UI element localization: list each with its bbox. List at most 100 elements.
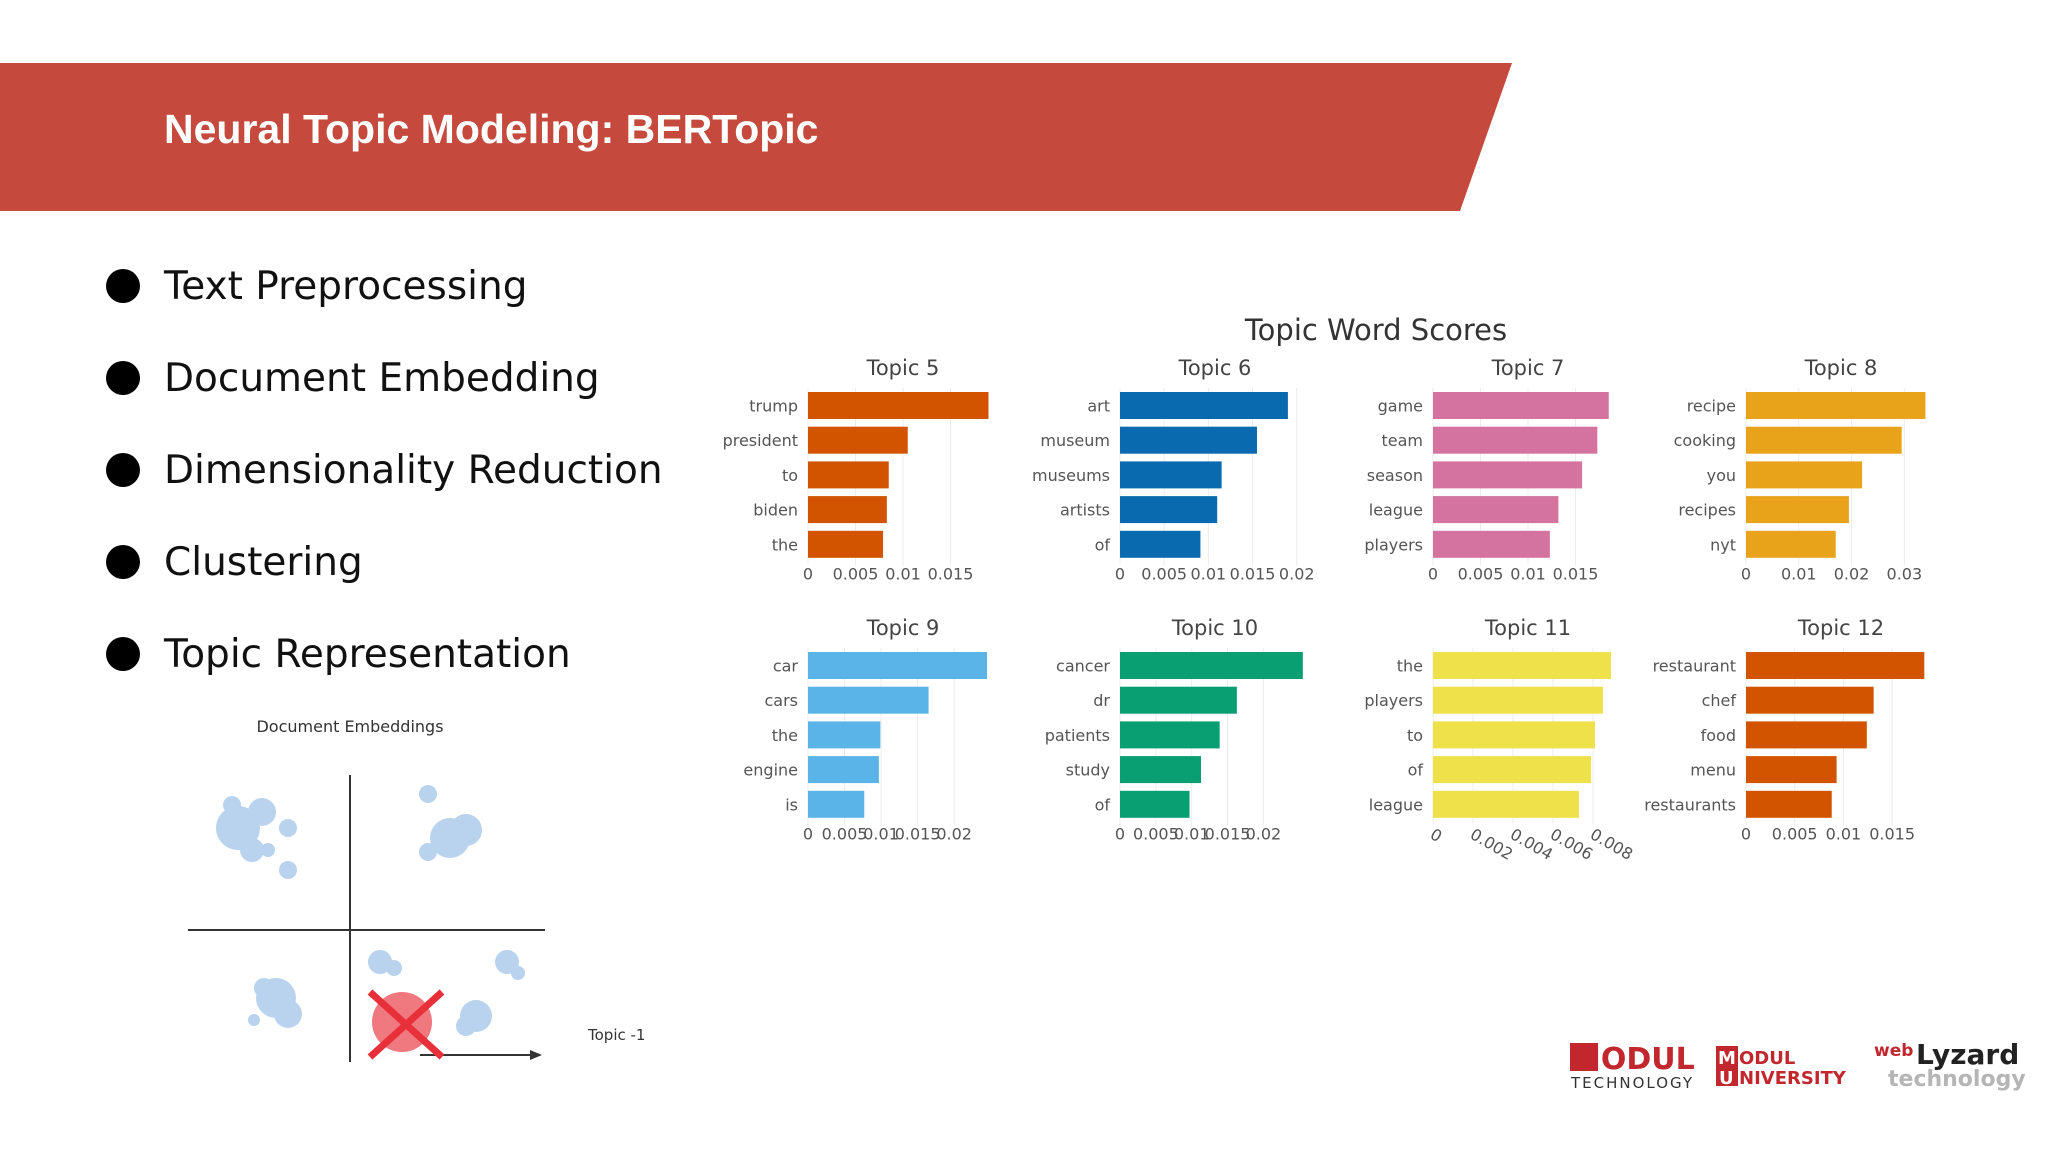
tick-label: 0.015 [1553, 565, 1599, 584]
tick-label: 0 [1427, 825, 1445, 847]
embedding-cluster [248, 978, 302, 1028]
tick-label: 0 [1115, 825, 1125, 844]
bar [808, 530, 884, 558]
category-label: nyt [1710, 535, 1736, 554]
category-label: patients [1045, 726, 1110, 745]
tick-label: 0.01 [1510, 565, 1546, 584]
category-label: you [1707, 466, 1736, 485]
category-label: food [1701, 726, 1736, 745]
bar [1120, 496, 1218, 524]
category-label: cars [764, 691, 798, 710]
bullet-text: Topic Representation [164, 631, 571, 677]
arrow-head-icon [530, 1050, 542, 1060]
category-label: to [1407, 726, 1423, 745]
tick-label: 0.02 [936, 825, 972, 844]
logo-modul-technology: MODUL TECHNOLOGY [1570, 1042, 1695, 1092]
bar [1746, 426, 1902, 454]
category-label: biden [753, 501, 798, 520]
bar [1433, 426, 1598, 454]
panel-title: Topic 7 [1491, 356, 1565, 380]
panel-title: Topic 6 [1178, 356, 1252, 380]
category-label: of [1095, 795, 1111, 814]
bar [1120, 721, 1220, 749]
tick-label: 0 [1428, 565, 1438, 584]
bar [1120, 530, 1201, 558]
modul-uni-sub: NIVERSITY [1739, 1068, 1847, 1089]
bullet-dot-icon [106, 545, 140, 579]
bar [1746, 461, 1863, 489]
tick-label: 0.02 [1246, 825, 1282, 844]
bar [808, 496, 887, 524]
panel-title: Topic 5 [866, 356, 940, 380]
category-label: the [772, 535, 798, 554]
tick-label: 0.015 [895, 825, 941, 844]
bar [1120, 686, 1237, 714]
category-label: is [785, 795, 798, 814]
bar [1120, 790, 1190, 818]
modul-uni-u: U [1719, 1068, 1734, 1089]
embedding-cluster [216, 796, 297, 879]
modul-tech-word: MODUL [1571, 1042, 1695, 1077]
tick-label: 0.01 [1174, 825, 1210, 844]
tick-label: 0.005 [1772, 825, 1818, 844]
tick-label: 0 [803, 825, 813, 844]
modul-uni-m: M [1718, 1048, 1736, 1069]
embedding-cluster [419, 785, 482, 861]
logo-modul-university: M U ODUL NIVERSITY [1716, 1046, 1847, 1089]
title-banner [0, 63, 1512, 211]
bar [808, 756, 879, 784]
tick-label: 0.006 [1547, 825, 1596, 864]
outlier-cross-icon [367, 989, 445, 1060]
category-label: cooking [1674, 431, 1736, 450]
tick-label: 0.03 [1887, 565, 1923, 584]
bullet-item: Document Embedding [106, 332, 663, 424]
bar [1746, 790, 1832, 818]
category-label: trump [749, 397, 798, 416]
tick-label: 0.015 [928, 565, 974, 584]
category-label: artists [1060, 501, 1110, 520]
bullet-item: Clustering [106, 516, 663, 608]
tick-label: 0.004 [1507, 825, 1556, 864]
tick-label: 0.005 [1141, 565, 1187, 584]
bullet-dot-icon [106, 361, 140, 395]
modul-uni-word: ODUL [1739, 1048, 1795, 1069]
tick-label: 0.02 [1834, 565, 1870, 584]
category-label: recipes [1678, 501, 1736, 520]
category-label: to [782, 466, 798, 485]
bar [1746, 721, 1867, 749]
tick-label: 0.005 [822, 825, 868, 844]
tick-label: 0.01 [885, 565, 921, 584]
weblyzard-sub: technology [1888, 1067, 2026, 1092]
bullet-text: Clustering [164, 539, 363, 585]
bar [1746, 496, 1849, 524]
category-label: restaurant [1653, 657, 1736, 676]
bar [1746, 686, 1874, 714]
tick-label: 0.01 [1191, 565, 1227, 584]
bar [1120, 756, 1202, 784]
bullet-text: Text Preprocessing [164, 263, 528, 309]
bar [1746, 530, 1836, 558]
category-label: players [1364, 535, 1423, 554]
tick-label: 0.008 [1587, 825, 1636, 864]
bar [808, 461, 889, 489]
bar [1120, 426, 1257, 454]
category-label: league [1369, 501, 1423, 520]
bar [1120, 392, 1288, 419]
panel-title: Topic 10 [1171, 616, 1258, 640]
category-label: art [1087, 397, 1110, 416]
bar [1746, 392, 1926, 419]
tick-label: 0 [1741, 825, 1751, 844]
bullet-item: Topic Representation [106, 608, 663, 700]
weblyzard-main: Lyzard [1916, 1038, 2019, 1071]
bar [1433, 686, 1603, 714]
bar [1433, 496, 1559, 524]
category-label: recipe [1687, 397, 1736, 416]
category-label: president [723, 431, 798, 450]
category-label: players [1364, 691, 1423, 710]
category-label: of [1408, 761, 1424, 780]
tick-label: 0.015 [1230, 565, 1276, 584]
slide-title: Neural Topic Modeling: BERTopic [164, 106, 819, 152]
tick-label: 0 [803, 565, 813, 584]
tick-label: 0.005 [1458, 565, 1504, 584]
